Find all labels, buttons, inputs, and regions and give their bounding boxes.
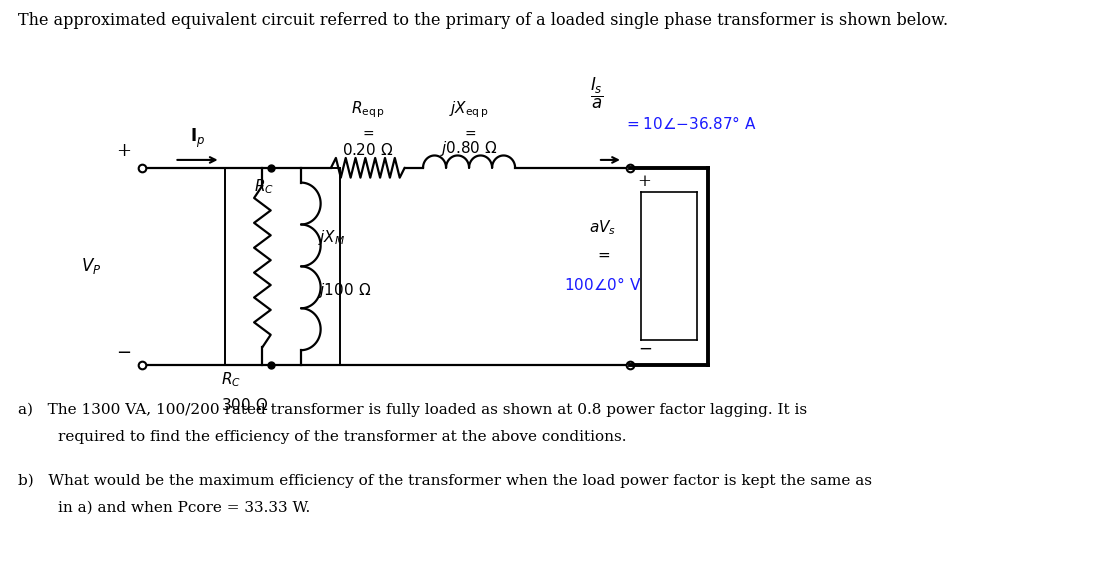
Text: $=$: $=$ <box>461 126 476 140</box>
Text: $300\ \Omega$: $300\ \Omega$ <box>220 397 268 414</box>
Text: $R_C$: $R_C$ <box>220 370 240 389</box>
Text: $0.20\ \Omega$: $0.20\ \Omega$ <box>342 142 394 158</box>
Text: in a) and when Pcore = 33.33 W.: in a) and when Pcore = 33.33 W. <box>58 501 310 515</box>
Text: $-$: $-$ <box>637 340 652 357</box>
Text: +: + <box>637 173 652 190</box>
Text: $aV_s$: $aV_s$ <box>589 218 616 237</box>
Text: $jX_M$: $jX_M$ <box>318 228 345 247</box>
Text: $jX_{\rm eq\,p}$: $jX_{\rm eq\,p}$ <box>449 100 489 121</box>
Text: $=$: $=$ <box>360 126 375 140</box>
Text: $\dfrac{I_s}{a}$: $\dfrac{I_s}{a}$ <box>589 76 604 111</box>
Text: $V_P$: $V_P$ <box>81 257 102 277</box>
Text: $R_C$: $R_C$ <box>255 178 275 196</box>
Text: The approximated equivalent circuit referred to the primary of a loaded single p: The approximated equivalent circuit refe… <box>18 12 949 29</box>
Text: $=$: $=$ <box>595 247 610 261</box>
Text: $-$: $-$ <box>116 342 131 360</box>
Text: $\mathbf{I}_p$: $\mathbf{I}_p$ <box>190 127 205 150</box>
Text: $R_{\rm eq\,p}$: $R_{\rm eq\,p}$ <box>351 100 385 121</box>
Text: $=10\angle{-36.87°}\ \mathrm{A}$: $=10\angle{-36.87°}\ \mathrm{A}$ <box>624 115 757 132</box>
Text: +: + <box>117 142 131 160</box>
Text: b)   What would be the maximum efficiency of the transformer when the load power: b) What would be the maximum efficiency … <box>18 473 872 488</box>
Text: $100\angle{0°}\ \mathrm{V}$: $100\angle{0°}\ \mathrm{V}$ <box>564 276 642 293</box>
Text: required to find the efficiency of the transformer at the above conditions.: required to find the efficiency of the t… <box>58 430 626 444</box>
Text: $j0.80\ \Omega$: $j0.80\ \Omega$ <box>440 139 498 158</box>
Text: $j100\ \Omega$: $j100\ \Omega$ <box>318 281 370 300</box>
Text: a)   The 1300 VA, 100/200 rated transformer is fully loaded as shown at 0.8 powe: a) The 1300 VA, 100/200 rated transforme… <box>18 403 807 417</box>
